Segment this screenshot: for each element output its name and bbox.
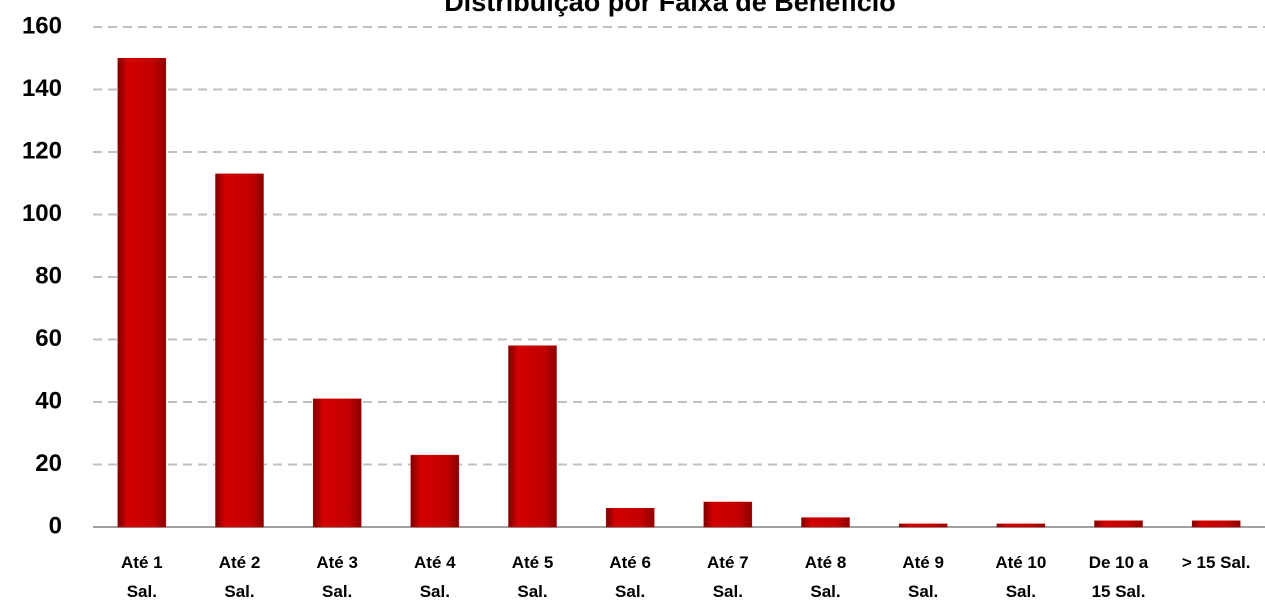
y-tick-label: 20 [35, 450, 62, 477]
y-tick-label: 160 [22, 12, 62, 39]
x-tick-label: Até 9 Sal. [902, 553, 944, 601]
x-tick-label: Até 3 Sal. [316, 553, 358, 601]
bar [1191, 520, 1241, 528]
bar [605, 508, 655, 528]
bar [1094, 520, 1143, 528]
x-tick-label: Até 8 Sal. [804, 553, 847, 601]
x-tick-label: Até 5 Sal. [511, 553, 554, 601]
x-tick-label: Até 2 Sal. [218, 553, 261, 601]
x-tick-label: Até 4 Sal. [414, 553, 456, 601]
chart-title: Distribuição por Faixa de Benefício [444, 0, 896, 17]
x-tick-label: Até 7 Sal. [707, 553, 749, 601]
bar [801, 517, 850, 528]
bar [996, 523, 1046, 528]
x-tick-label: > 15 Sal. [1181, 553, 1251, 572]
y-tick-label: 100 [22, 200, 62, 227]
bar [410, 454, 460, 528]
x-tick-label: Até 1 Sal. [121, 553, 163, 601]
y-tick-label: 120 [22, 137, 62, 164]
y-tick-label: 60 [35, 325, 62, 352]
bar [508, 345, 557, 528]
y-tick-label: 140 [22, 75, 62, 102]
y-tick-label: 0 [49, 512, 62, 539]
y-tick-label: 40 [35, 387, 62, 414]
bar [117, 58, 167, 528]
bar [898, 523, 948, 528]
x-tick-label: De 10 a 15 Sal. [1088, 553, 1149, 601]
x-tick-label: Até 6 Sal. [609, 553, 651, 601]
y-tick-label: 80 [35, 262, 62, 289]
bar [703, 501, 753, 528]
x-tick-label: Até 10 Sal. [995, 553, 1047, 601]
bar [215, 173, 264, 528]
bar [312, 398, 362, 528]
